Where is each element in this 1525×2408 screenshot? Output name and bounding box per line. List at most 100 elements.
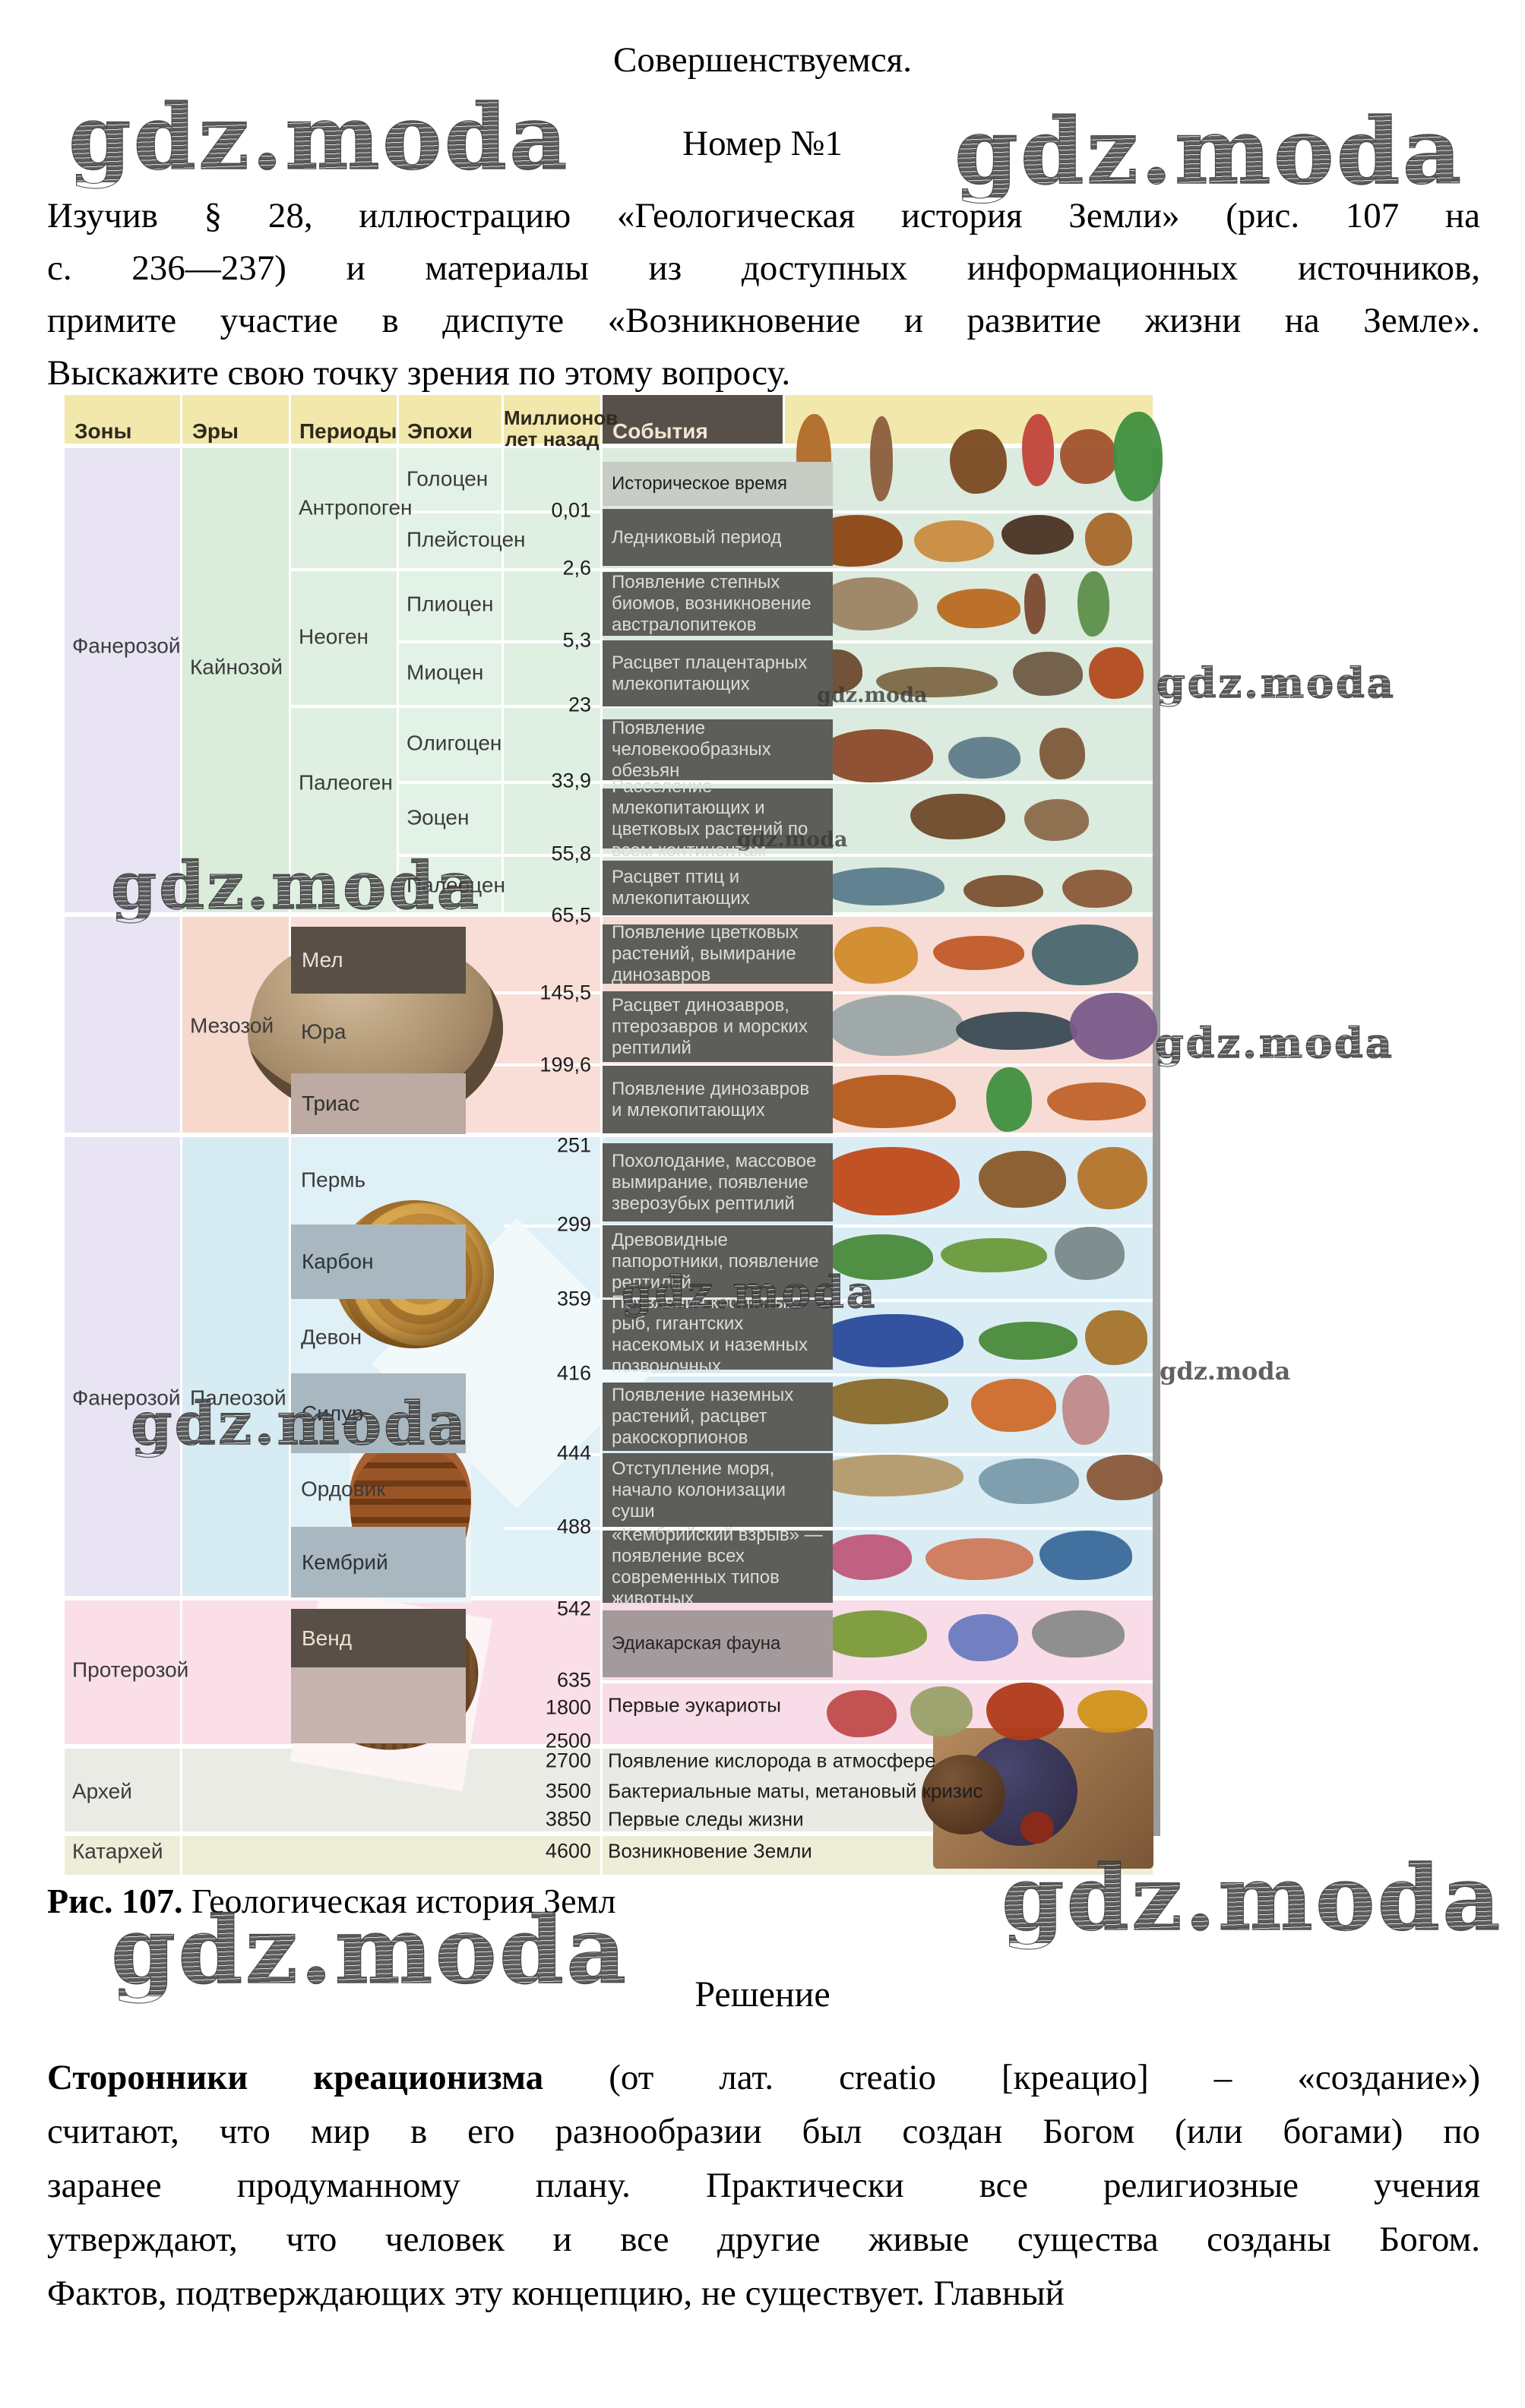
- gridline: [504, 1373, 1153, 1376]
- age-value: 444: [556, 1441, 591, 1465]
- period-label-paleogene: Палеоген: [299, 770, 393, 795]
- katarchean-cols-bg: [182, 1836, 600, 1875]
- fauna-illustration: [933, 936, 1024, 970]
- cenozoic-era-bg: [182, 448, 289, 914]
- watermark: gdz.moda: [68, 84, 570, 190]
- col-header-mya-line2: лет назад: [505, 428, 600, 450]
- event-label: Древовидные папоротники, появление репти…: [603, 1225, 833, 1297]
- fauna-illustration: [819, 1610, 927, 1657]
- fauna-illustration: [819, 1147, 960, 1215]
- watermark: gdz.moda: [130, 1389, 469, 1458]
- fauna-illustration: [1013, 652, 1083, 696]
- period-label-devonian: Девон: [301, 1325, 362, 1349]
- epoch-label-pleistocene: Плейстоцен: [407, 527, 526, 551]
- fauna-illustration: [1070, 993, 1157, 1060]
- section-gap: [65, 1133, 1153, 1137]
- solution-lead-rest: (от лат. creatio [креацио] – «создание»): [543, 2058, 1480, 2097]
- event-label: Появление наземных растений, расцвет рак…: [603, 1383, 833, 1451]
- sphere-shape: [922, 1755, 1005, 1834]
- col-header-events: События: [612, 419, 708, 443]
- fauna-illustration: [1062, 870, 1132, 908]
- event-label: Появление цветковых растений, вымирание …: [603, 922, 833, 985]
- era-label-paleozoic: Палеозой: [190, 1386, 286, 1409]
- gridline: [291, 568, 397, 571]
- gridline: [291, 705, 397, 708]
- fauna-illustration: [979, 1322, 1077, 1360]
- fauna-illustration: [1089, 647, 1144, 699]
- watermark: gdz.moda: [110, 848, 482, 924]
- age-value: 542: [556, 1597, 591, 1620]
- period-label-anthropogene: Антропоген: [299, 495, 413, 520]
- zone-label-archean: Архей: [72, 1779, 132, 1803]
- fauna-illustration: [956, 1012, 1077, 1050]
- sphere-shape: [1020, 1812, 1054, 1844]
- intro-line: Изучив § 28, иллюстрацию «Геологическая …: [47, 196, 1480, 235]
- geological-history-figure: Зоны Эры Периоды Эпохи Миллионов лет наз…: [59, 395, 1163, 1875]
- flora-illustration: [827, 1690, 897, 1737]
- intro-line: примите участие в диспуте «Возникновение…: [47, 301, 1480, 340]
- zone-label-phanerozoic: Фанерозой: [72, 1386, 181, 1410]
- solution-line: утверждают, что человек и все другие жив…: [47, 2220, 1480, 2259]
- event-label: Появление костистых рыб, гигантских насе…: [603, 1292, 833, 1376]
- gridline: [399, 705, 1153, 708]
- watermark: gdz.moda: [737, 828, 848, 852]
- fauna-illustration: [914, 520, 994, 562]
- event-label: Ледниковый период: [603, 509, 833, 566]
- period-label-ordovician: Ордовик: [301, 1477, 386, 1501]
- event-label: Появление человекообразных обезьян: [603, 718, 833, 781]
- header-cell-mya-bg: [504, 395, 600, 444]
- fauna-illustration: [979, 1151, 1066, 1208]
- event-label: Появление кислорода в атмосфере: [608, 1749, 936, 1772]
- fauna-illustration: [827, 995, 963, 1056]
- gridline: [399, 854, 1153, 857]
- watermark: gdz.moda: [1154, 1019, 1394, 1067]
- age-value: 199,6: [539, 1053, 591, 1076]
- period-cell-triassic: Триас: [291, 1073, 466, 1134]
- fauna-illustration: [941, 1238, 1047, 1272]
- fauna-illustration: [963, 875, 1043, 907]
- zone-label-phanerozoic: Фанерозой: [72, 634, 181, 658]
- age-value: 145,5: [539, 981, 591, 1004]
- age-value: 416: [556, 1361, 591, 1385]
- event-label: Бактериальные маты, метановый кризис: [608, 1779, 983, 1803]
- zone-label-katarchean: Катархей: [72, 1839, 163, 1863]
- section-gap: [65, 1831, 1153, 1836]
- watermark: gdz.moda: [817, 684, 928, 707]
- figure-right-edge: [1153, 448, 1160, 1836]
- event-label: Расцвет плацентарных млекопитающих: [603, 640, 833, 706]
- fauna-illustration: [819, 867, 944, 905]
- age-value: 299: [556, 1212, 591, 1236]
- event-label: Расселение млекопитающих и цветковых рас…: [603, 776, 833, 861]
- fauna-illustration: [812, 1455, 963, 1496]
- paleozoic-era-bg: [182, 1137, 289, 1601]
- fauna-illustration: [819, 1379, 948, 1424]
- epoch-label-holocene: Голоцен: [407, 466, 489, 491]
- fauna-illustration: [819, 1314, 963, 1367]
- fauna-illustration: [1024, 799, 1089, 841]
- cenozoic-mya-bg: [504, 448, 600, 914]
- flora-illustration: [986, 1067, 1032, 1132]
- age-value: 2,6: [562, 556, 591, 580]
- period-label-permian: Пермь: [301, 1168, 366, 1192]
- event-label: Отступление моря, начало колонизации суш…: [603, 1453, 833, 1527]
- header-cell-eras-bg: [182, 395, 289, 444]
- era-label-mesozoic: Мезозой: [190, 1013, 274, 1038]
- age-value: 488: [556, 1515, 591, 1538]
- watermark: gdz.moda: [954, 98, 1464, 205]
- fauna-illustration: [1077, 1690, 1147, 1733]
- cenozoic-epoch-bg: [399, 448, 501, 914]
- age-value: 2700: [545, 1749, 591, 1772]
- fauna-illustration: [971, 1379, 1056, 1432]
- fauna-illustration: [827, 1234, 933, 1280]
- epoch-label-pliocene: Плиоцен: [407, 592, 494, 616]
- flora-illustration: [1113, 412, 1163, 501]
- age-value: 2500: [545, 1729, 591, 1752]
- epoch-label-paleocene: Палеоцен: [407, 873, 505, 896]
- fauna-illustration: [1039, 1531, 1132, 1580]
- event-label: Расцвет динозавров, птерозавров и морски…: [603, 991, 833, 1062]
- fauna-illustration: [1077, 1147, 1147, 1209]
- solution-heading: Решение: [694, 1974, 831, 2015]
- fauna-illustration: [876, 667, 998, 697]
- age-value: 635: [556, 1668, 591, 1692]
- fauna-illustration: [948, 1614, 1018, 1661]
